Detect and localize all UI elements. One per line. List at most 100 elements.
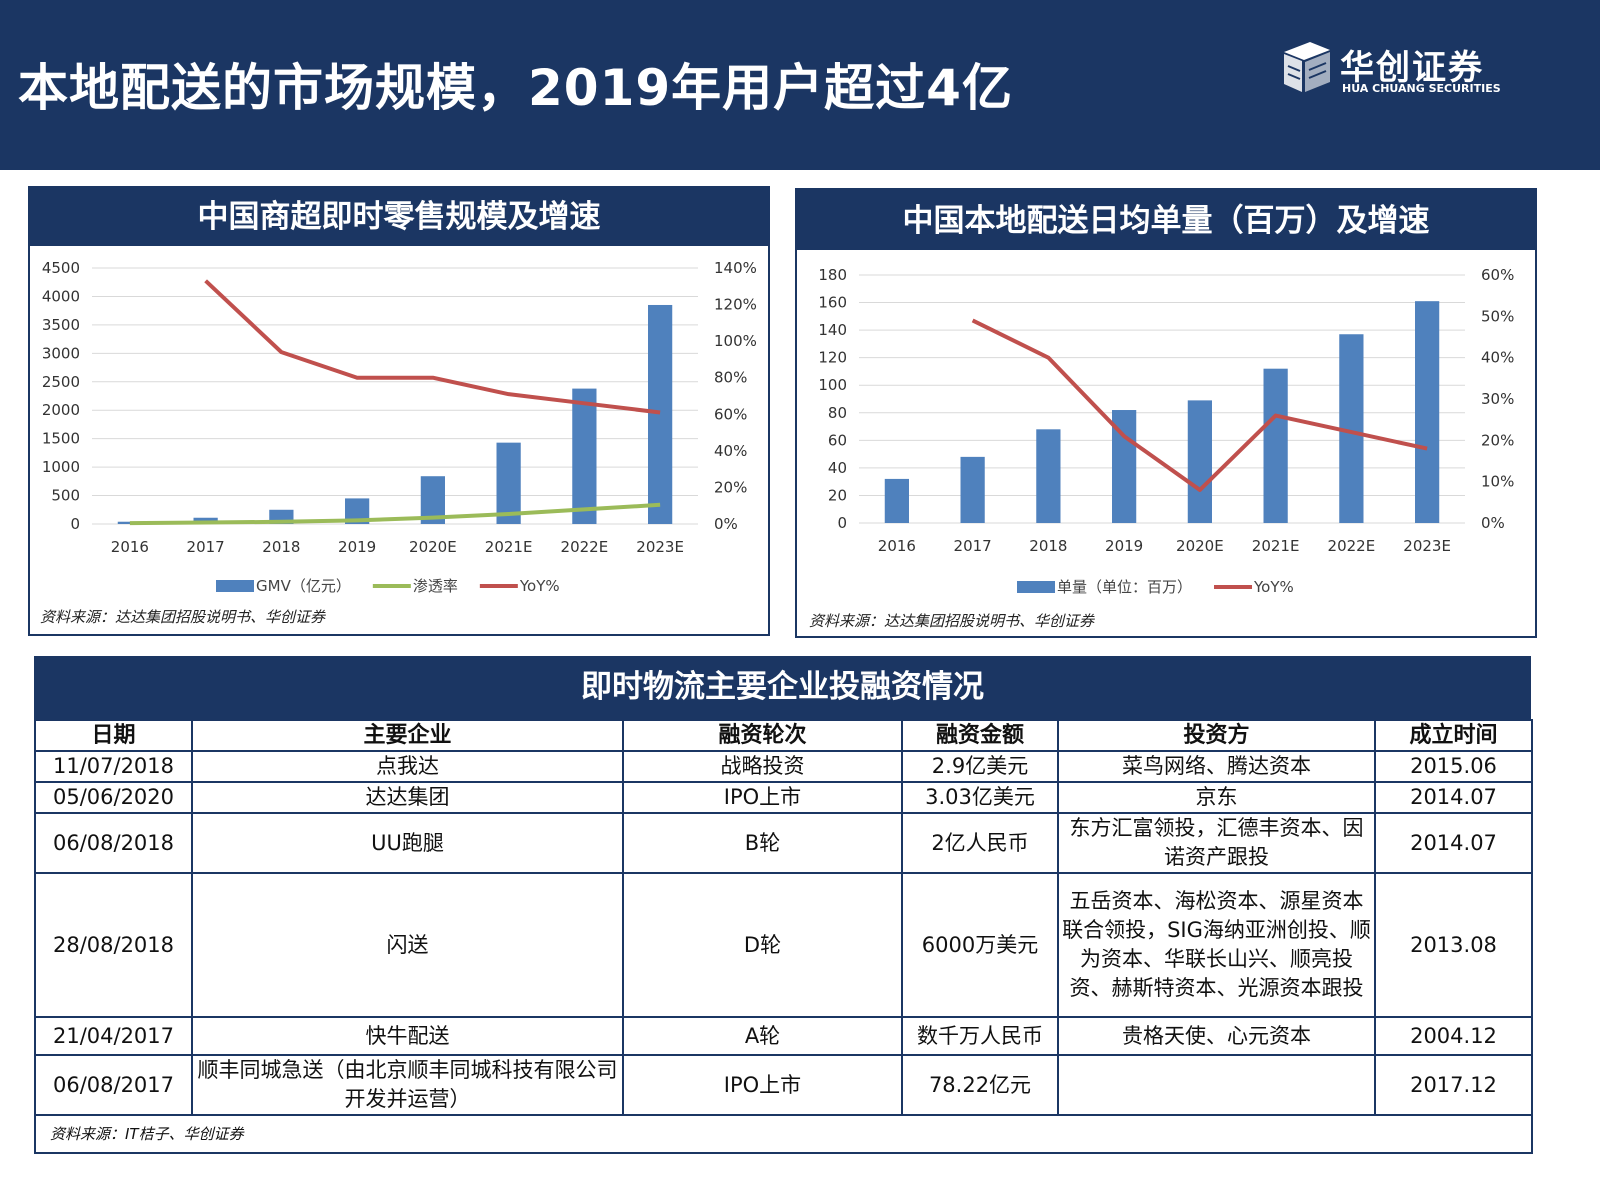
y-left-tick-label: 2500 [42, 373, 80, 391]
cell-amount: 2.9亿美元 [901, 750, 1059, 783]
y-right-tick-label: 140% [714, 259, 757, 277]
header-bar: 本地配送的市场规模，2019年用户超过4亿 华创证券 HUA CHUANG SE… [0, 0, 1600, 170]
y-left-tick-label: 2000 [42, 401, 80, 419]
y-right-tick-label: 50% [1481, 307, 1514, 325]
y-left-tick-label: 60 [828, 431, 847, 449]
left-chart-title: 中国商超即时零售规模及增速 [30, 188, 768, 246]
cell-round: A轮 [622, 1016, 903, 1056]
y-right-tick-label: 10% [1481, 473, 1514, 491]
y-left-tick-label: 0 [70, 515, 80, 533]
cell-date: 21/04/2017 [34, 1016, 193, 1056]
brand-logo: 华创证券 HUA CHUANG SECURITIES [1280, 38, 1520, 98]
cell-amount: 数千万人民币 [901, 1016, 1059, 1056]
x-tick-label: 2020E [1176, 537, 1224, 555]
header-amount: 融资金额 [901, 719, 1059, 752]
x-tick-label: 2020E [409, 538, 457, 556]
y-left-tick-label: 80 [828, 404, 847, 422]
cell-investors: 京东 [1057, 781, 1376, 814]
x-tick-label: 2016 [111, 538, 149, 556]
legend-label: 单量（单位：百万） [1057, 578, 1192, 596]
bar [1036, 429, 1061, 523]
y-left-tick-label: 4500 [42, 259, 80, 277]
y-right-tick-label: 100% [714, 332, 757, 350]
cell-founded: 2015.06 [1374, 750, 1533, 783]
cell-company: 达达集团 [191, 781, 624, 814]
cell-round: D轮 [622, 872, 903, 1018]
financing-table: 日期 主要企业 融资轮次 融资金额 投资方 成立时间 11/07/2018 点我… [34, 719, 1533, 1154]
cell-investors: 东方汇富领投，汇德丰资本、因诺资产跟投 [1057, 812, 1376, 874]
x-tick-label: 2021E [1252, 537, 1300, 555]
x-tick-label: 2021E [485, 538, 533, 556]
y-left-tick-label: 180 [818, 266, 847, 284]
cell-company: 闪送 [191, 872, 624, 1018]
legend-swatch [216, 580, 254, 592]
cell-amount: 78.22亿元 [901, 1054, 1059, 1116]
y-right-tick-label: 20% [1481, 431, 1514, 449]
x-tick-label: 2018 [262, 538, 300, 556]
page-title: 本地配送的市场规模，2019年用户超过4亿 [18, 59, 1013, 117]
right-chart-panel: 中国本地配送日均单量（百万）及增速 0 20 40 60 80 100 120 140 160 1… [795, 188, 1537, 638]
header-founded: 成立时间 [1374, 719, 1533, 752]
cell-founded: 2017.12 [1374, 1054, 1533, 1116]
cell-founded: 2014.07 [1374, 812, 1533, 874]
header-investors: 投资方 [1057, 719, 1376, 752]
legend-label: 渗透率 [413, 577, 458, 595]
logo-text-cn: 华创证券 [1340, 48, 1484, 88]
series-line [204, 279, 661, 415]
cell-amount: 6000万美元 [901, 872, 1059, 1018]
header-round: 融资轮次 [622, 719, 903, 752]
logo-cube-icon [1284, 42, 1330, 92]
y-right-tick-label: 40% [714, 442, 747, 460]
cell-company: 顺丰同城急送（由北京顺丰同城科技有限公司开发并运营） [191, 1054, 624, 1116]
y-left-tick-label: 4000 [42, 287, 80, 305]
cell-founded: 2004.12 [1374, 1016, 1533, 1056]
left-chart-panel: 中国商超即时零售规模及增速 0 500 1000 1500 2000 2500 3000 35… [28, 186, 770, 636]
bar [884, 478, 909, 523]
right-chart-svg: 0 20 40 60 80 100 120 140 160 180 0% 10% 20% 30% 40% 50… [818, 266, 1514, 596]
cell-date: 05/06/2020 [34, 781, 193, 814]
legend-label: YoY% [519, 577, 560, 595]
y-left-tick-label: 0 [837, 514, 847, 532]
x-tick-label: 2018 [1029, 537, 1067, 555]
legend-swatch [1017, 581, 1055, 593]
y-left-tick-label: 20 [828, 486, 847, 504]
logo-text-en: HUA CHUANG SECURITIES [1342, 82, 1501, 95]
x-tick-label: 2023E [636, 538, 684, 556]
table-row: 06/08/2017 顺丰同城急送（由北京顺丰同城科技有限公司开发并运营） IP… [34, 1054, 1533, 1116]
table-source: 资料来源：IT桔子、华创证券 [34, 1114, 1533, 1154]
cell-round: 战略投资 [622, 750, 903, 783]
bar [960, 456, 985, 523]
left-chart-source: 资料来源：达达集团招股说明书、华创证券 [40, 608, 326, 626]
cell-company: UU跑腿 [191, 812, 624, 874]
series-line [971, 318, 1428, 492]
table-header-row: 日期 主要企业 融资轮次 融资金额 投资方 成立时间 [34, 719, 1533, 752]
table-source-row: 资料来源：IT桔子、华创证券 [34, 1114, 1533, 1154]
y-left-tick-label: 3000 [42, 344, 80, 362]
y-right-tick-label: 120% [714, 296, 757, 314]
cell-investors: 五岳资本、海松资本、源星资本联合领投，SIG海纳亚洲创投、顺为资本、华联长山兴、… [1057, 872, 1376, 1018]
y-left-tick-label: 100 [818, 376, 847, 394]
x-tick-label: 2022E [1328, 537, 1376, 555]
legend-label: GMV（亿元） [256, 577, 351, 595]
x-tick-label: 2017 [954, 537, 992, 555]
x-tick-label: 2023E [1403, 537, 1451, 555]
table-row: 11/07/2018 点我达 战略投资 2.9亿美元 菜鸟网络、腾达资本 201… [34, 750, 1533, 783]
y-left-tick-label: 1000 [42, 458, 80, 476]
cell-round: IPO上市 [622, 781, 903, 814]
header-company: 主要企业 [191, 719, 624, 752]
y-left-tick-label: 140 [818, 321, 847, 339]
cell-round: IPO上市 [622, 1054, 903, 1116]
x-tick-label: 2017 [187, 538, 225, 556]
cell-date: 06/08/2018 [34, 812, 193, 874]
y-left-tick-label: 120 [818, 349, 847, 367]
cell-company: 点我达 [191, 750, 624, 783]
bar [1263, 368, 1288, 523]
y-right-tick-label: 30% [1481, 390, 1514, 408]
cell-date: 11/07/2018 [34, 750, 193, 783]
cell-amount: 2亿人民币 [901, 812, 1059, 874]
cell-investors: 菜鸟网络、腾达资本 [1057, 750, 1376, 783]
bar [1187, 400, 1212, 523]
y-right-tick-label: 60% [1481, 266, 1514, 284]
y-left-tick-label: 500 [51, 487, 80, 505]
right-chart-title: 中国本地配送日均单量（百万）及增速 [797, 190, 1535, 250]
